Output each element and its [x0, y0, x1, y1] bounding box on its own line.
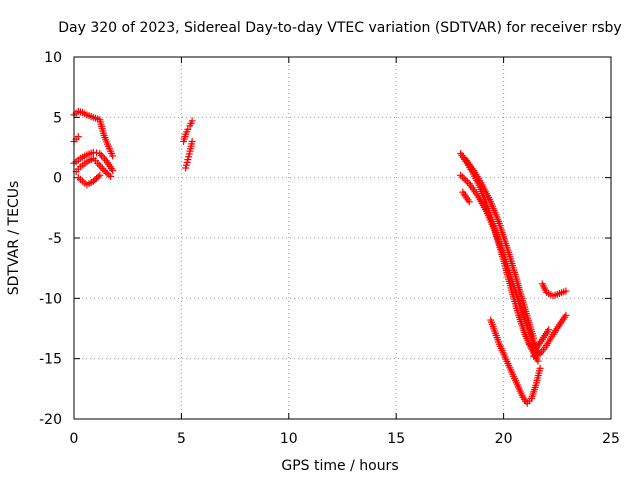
data-point — [107, 172, 115, 180]
data-point-fill — [95, 161, 103, 169]
data-point-fill — [103, 169, 111, 177]
y-tick-label: -10 — [39, 291, 62, 307]
data-point — [188, 117, 196, 125]
data-point — [89, 177, 97, 185]
y-tick-label: -5 — [48, 231, 62, 247]
data-point — [530, 334, 538, 342]
data-point-fill — [91, 176, 99, 184]
y-tick-label: -15 — [39, 352, 62, 368]
x-tick-label: 25 — [602, 431, 620, 447]
y-tick-label: 0 — [53, 171, 62, 187]
data-point-fill — [93, 174, 101, 182]
data-point-fill — [94, 173, 102, 181]
data-point — [545, 326, 553, 334]
data-points — [70, 107, 570, 407]
data-point-fill — [98, 165, 106, 173]
x-tick-label: 0 — [70, 431, 79, 447]
data-point — [96, 150, 104, 158]
data-point — [188, 137, 196, 145]
x-tick-label: 5 — [177, 431, 186, 447]
data-point — [100, 166, 108, 174]
data-point-fill — [102, 168, 110, 176]
data-point — [184, 125, 192, 133]
y-axis-label: SDTVAR / TECUs — [6, 181, 22, 296]
plot-frame — [73, 56, 612, 420]
data-point — [536, 364, 544, 372]
x-tick-label: 20 — [495, 431, 513, 447]
data-point-fill — [105, 171, 113, 179]
data-point-fill — [464, 178, 472, 186]
chart-title: Day 320 of 2023, Sidereal Day-to-day VTE… — [58, 20, 621, 36]
data-point — [465, 198, 473, 206]
data-point-fill — [99, 153, 107, 161]
y-tick-label: -20 — [39, 412, 62, 428]
x-tick-label: 10 — [280, 431, 298, 447]
data-point-fill — [462, 176, 470, 184]
x-tick-label: 15 — [387, 431, 405, 447]
data-point-fill — [97, 163, 105, 171]
data-point-fill — [460, 175, 468, 183]
data-point — [109, 152, 117, 160]
grid — [74, 57, 611, 419]
data-point — [89, 148, 97, 156]
data-point — [562, 287, 570, 295]
data-point-fill — [458, 173, 466, 181]
y-tick-label: 10 — [44, 50, 62, 66]
data-point — [96, 171, 104, 179]
x-axis-label: GPS time / hours — [281, 458, 398, 474]
data-point — [109, 166, 117, 174]
tick-labels: 0 5 10 15 20 25 -20 -15 -10 -5 0 5 10 — [39, 50, 620, 447]
data-point — [534, 357, 542, 365]
y-tick-label: 5 — [53, 110, 62, 126]
data-point — [457, 171, 465, 179]
data-point — [74, 133, 82, 141]
data-point — [562, 311, 570, 319]
data-point-fill — [93, 149, 101, 157]
